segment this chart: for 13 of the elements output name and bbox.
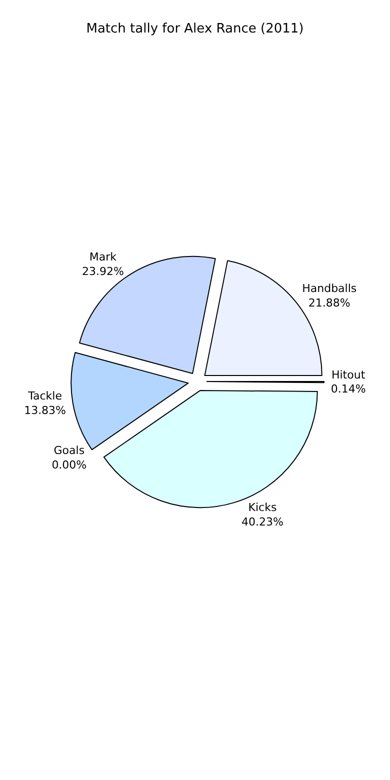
slice-label: Hitout [331, 368, 366, 382]
category-label: Goals [54, 444, 85, 458]
data-label: 0.14% [330, 382, 366, 396]
slice-label: Mark [89, 250, 118, 264]
text: 0.00% [52, 458, 87, 472]
data-label: 23.92% [82, 264, 124, 278]
slice-label: Kicks [248, 501, 277, 514]
data-label: 13.83% [24, 404, 66, 418]
slice-label: Handballs [302, 282, 357, 296]
data-label: 40.23% [241, 516, 284, 529]
slice-label: Tackle [27, 390, 62, 403]
data-label: 21.88% [308, 296, 350, 310]
chart-title: Match tally for Alex Rance (2011) [86, 22, 304, 36]
